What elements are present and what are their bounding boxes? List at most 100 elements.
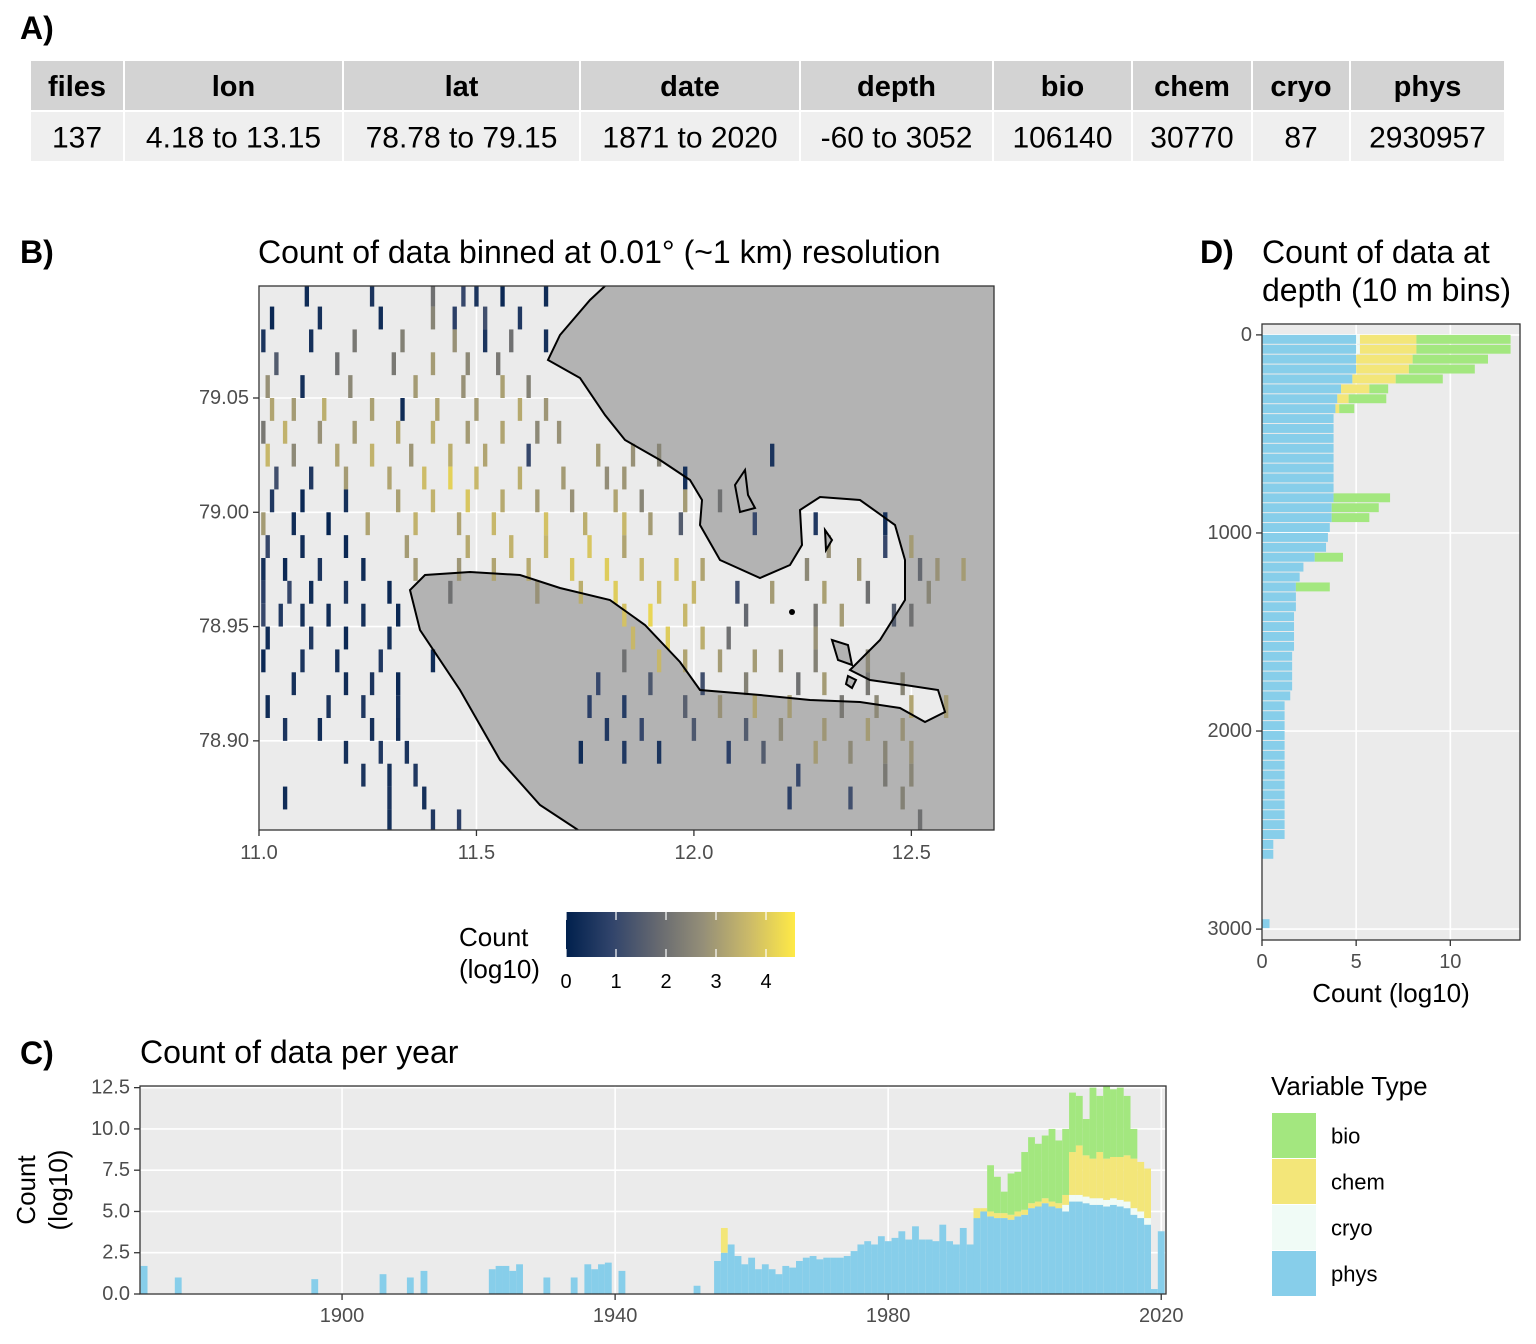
heat-cell — [430, 489, 436, 513]
heat-cell — [822, 580, 827, 604]
heat-cell — [917, 809, 923, 830]
bar-segment — [816, 1259, 824, 1294]
heat-cell — [691, 580, 697, 604]
bar-segment — [1262, 453, 1334, 463]
heat-cell — [656, 580, 662, 604]
bar-segment — [1014, 1171, 1022, 1212]
heat-cell — [430, 649, 436, 673]
bar-segment — [1014, 1216, 1022, 1294]
heat-cell — [509, 535, 514, 558]
heat-cell — [413, 558, 418, 581]
bar-segment — [959, 1227, 967, 1294]
heat-cell — [743, 672, 749, 696]
heat-cell — [395, 489, 401, 513]
legend-label: chem — [1331, 1170, 1385, 1195]
heat-cell — [482, 443, 488, 467]
colorbar-title: (log10) — [459, 954, 540, 984]
table-header-cell — [344, 61, 579, 110]
bar-segment — [1041, 1135, 1049, 1199]
bar-segment — [1110, 1089, 1117, 1157]
panel-border — [1261, 323, 1521, 941]
legend-key — [1272, 1205, 1316, 1250]
bar-segment — [720, 1252, 728, 1294]
bar-segment — [1130, 1158, 1138, 1209]
heat-cell — [482, 306, 488, 330]
heat-cell — [317, 718, 323, 741]
bar-segment — [1262, 483, 1334, 493]
y-tick-label: 78.90 — [199, 730, 249, 752]
heat-cell — [917, 558, 923, 581]
bar-segment — [720, 1227, 728, 1253]
y-tick-label: 79.00 — [199, 501, 249, 523]
legend-label: phys — [1331, 1262, 1377, 1287]
heat-cell — [269, 398, 275, 421]
land — [410, 286, 994, 830]
heat-cell — [700, 558, 705, 581]
heat-cell — [691, 718, 697, 741]
bar-segment — [1262, 443, 1334, 453]
bar-segment — [1048, 1206, 1056, 1294]
heat-cell — [413, 375, 418, 398]
colorbar-tick-label: 3 — [710, 971, 721, 993]
heat-cell — [622, 466, 627, 490]
heat-cell — [839, 603, 844, 627]
heat-cell — [604, 718, 610, 741]
heat-cell — [369, 286, 375, 307]
heat-cell — [865, 718, 871, 741]
heat-cell — [787, 786, 792, 810]
bar-segment — [1062, 1128, 1070, 1195]
bar-segment — [406, 1277, 414, 1294]
heat-cell — [365, 512, 370, 536]
bar-segment — [1021, 1152, 1029, 1210]
heat-cell — [465, 420, 470, 444]
table-header: cryo — [1270, 71, 1331, 103]
heat-cell — [335, 649, 340, 673]
bar-segment — [311, 1279, 319, 1294]
heat-cell — [395, 718, 401, 741]
x-axis-title: Count (log10) — [1312, 978, 1470, 1008]
heat-cell — [361, 603, 366, 627]
bar-segment — [823, 1257, 831, 1294]
heat-cell — [630, 626, 636, 650]
coastline — [408, 286, 947, 830]
bar-segment — [1408, 364, 1475, 374]
heat-cell — [822, 672, 827, 696]
bar-segment — [1048, 1201, 1056, 1207]
table-header-cell — [1253, 61, 1349, 110]
heat-cell — [291, 398, 296, 421]
bar-segment — [1356, 364, 1409, 374]
bar-segment — [993, 1218, 1001, 1294]
heat-cell — [456, 558, 462, 581]
panel-label: B) — [20, 234, 54, 270]
bar-segment — [1337, 394, 1349, 404]
heat-cell — [369, 398, 375, 421]
table-header: lat — [445, 71, 479, 103]
bar-segment — [987, 1211, 994, 1217]
bar-segment — [1348, 394, 1387, 404]
bar-segment — [1007, 1219, 1015, 1294]
heat-cell — [300, 489, 305, 513]
bar-segment — [1110, 1198, 1117, 1205]
table-cell — [31, 112, 123, 161]
heat-cell — [456, 512, 462, 536]
heat-cell — [500, 489, 505, 513]
bar-segment — [1262, 503, 1332, 513]
bar-segment — [1262, 681, 1293, 691]
bar-segment — [1110, 1156, 1117, 1199]
heat-cell — [378, 306, 383, 330]
heat-cell — [348, 375, 353, 398]
heat-cell — [317, 558, 323, 581]
bar-segment — [796, 1260, 803, 1294]
heat-cell — [561, 466, 566, 490]
heat-cell — [309, 580, 314, 604]
heat-cell — [343, 535, 349, 558]
heat-cell — [287, 580, 292, 604]
heat-cell — [787, 695, 792, 718]
bar-segment — [1359, 344, 1417, 354]
heat-cell — [304, 286, 310, 307]
bar-segment — [1144, 1224, 1151, 1294]
bar-segment — [1262, 671, 1293, 681]
y-tick-label: 79.05 — [199, 387, 249, 409]
bar-segment — [1262, 839, 1274, 849]
x-tick-label: 11.0 — [240, 842, 277, 864]
